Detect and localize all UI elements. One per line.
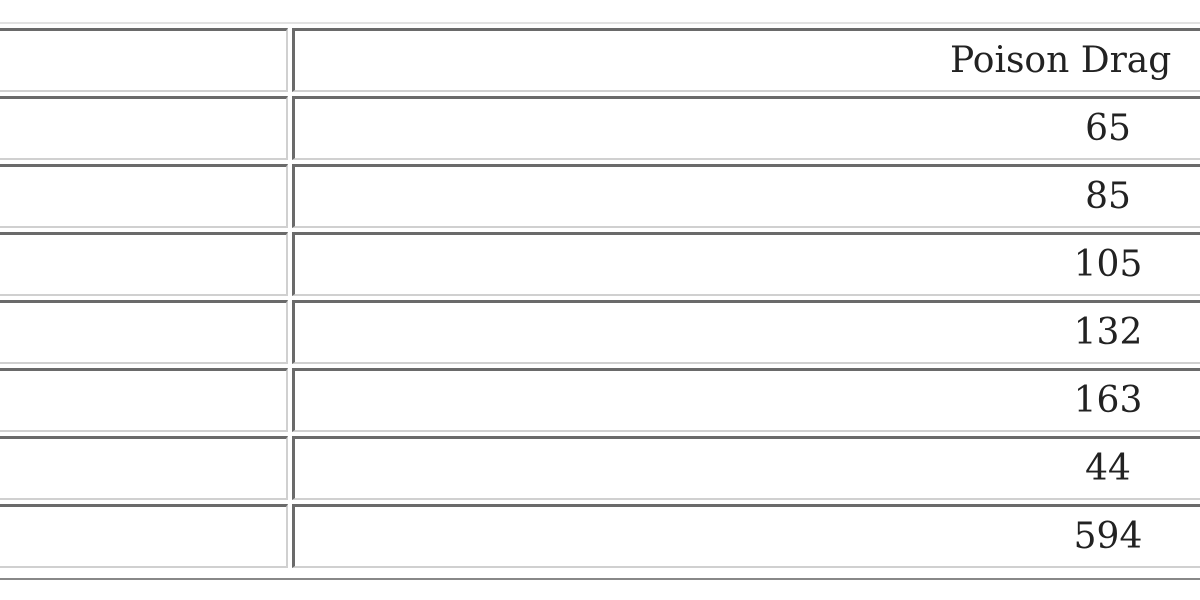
table-cell: 594 (292, 504, 1200, 568)
header-cell: Poison Drag (292, 28, 1200, 92)
table-cell (0, 164, 288, 228)
table (0, 22, 1200, 580)
table-cell (0, 232, 288, 296)
table-cell: 44 (292, 436, 1200, 500)
cell-text: 44 (1085, 448, 1131, 489)
header-cell (0, 28, 288, 92)
table-cell: 105 (292, 232, 1200, 296)
table-cell: 163 (292, 368, 1200, 432)
cell-text: Poison Drag (950, 40, 1172, 81)
cell-text: 594 (1073, 516, 1143, 557)
cell-text: 163 (1073, 380, 1143, 421)
table-cell (0, 436, 288, 500)
cell-text: 85 (1085, 176, 1131, 217)
table-cell (0, 300, 288, 364)
table-cell (0, 504, 288, 568)
table-cell: 132 (292, 300, 1200, 364)
cell-text: 132 (1073, 312, 1143, 353)
table-cell: 85 (292, 164, 1200, 228)
table-cell (0, 368, 288, 432)
table-cell (0, 96, 288, 160)
table-cell: 65 (292, 96, 1200, 160)
cell-text: 105 (1073, 244, 1143, 285)
cell-text: 65 (1085, 108, 1131, 149)
